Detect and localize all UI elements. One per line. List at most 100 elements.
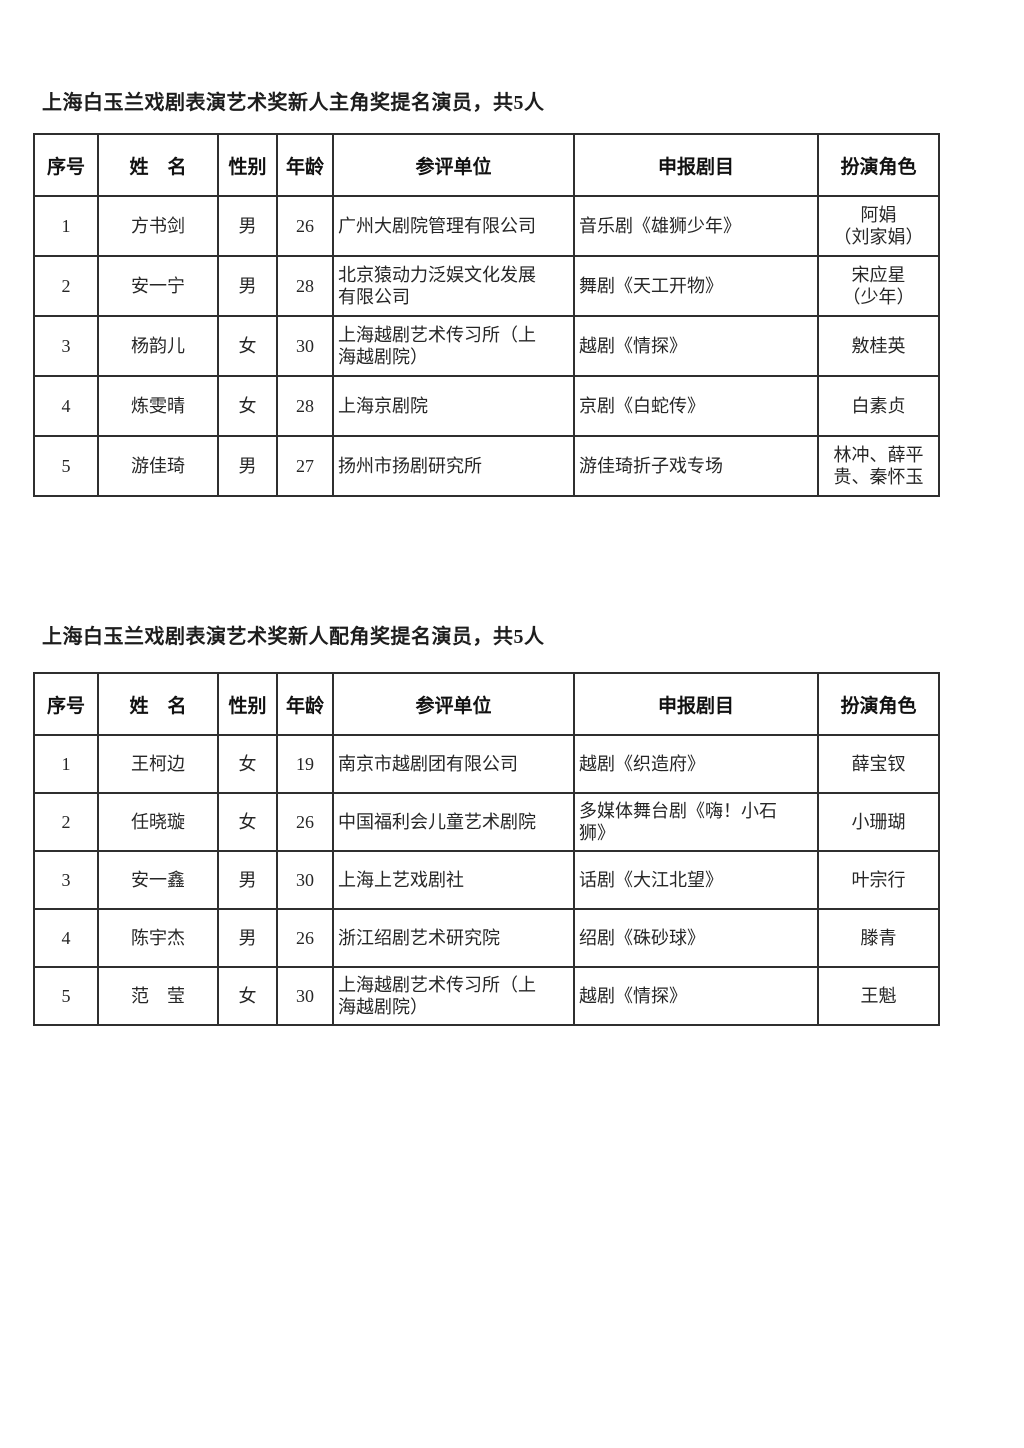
supporting-role-nominees-table: 序号 姓 名 性别 年龄 参评单位 申报剧目 扮演角色 1 王柯边 女 19 南… [33, 672, 940, 1026]
table-header-row: 序号 姓 名 性别 年龄 参评单位 申报剧目 扮演角色 [33, 672, 940, 736]
cell-role: 阿娟 （刘家娟） [817, 195, 940, 257]
table-row: 1 王柯边 女 19 南京市越剧团有限公司 越剧《织造府》 薛宝钗 [33, 734, 940, 794]
table-row: 3 安一鑫 男 30 上海上艺戏剧社 话剧《大江北望》 叶宗行 [33, 850, 940, 910]
cell-name: 任晓璇 [97, 792, 219, 852]
cell-gender: 女 [217, 792, 278, 852]
cell-name: 方书剑 [97, 195, 219, 257]
col-header-age: 年龄 [276, 133, 334, 197]
cell-unit: 北京猿动力泛娱文化发展 有限公司 [332, 255, 575, 317]
cell-name: 安一鑫 [97, 850, 219, 910]
lead-role-nominees-table: 序号 姓 名 性别 年龄 参评单位 申报剧目 扮演角色 1 方书剑 男 26 广… [33, 133, 940, 497]
cell-name: 范 莹 [97, 966, 219, 1026]
cell-gender: 女 [217, 315, 278, 377]
cell-gender: 男 [217, 195, 278, 257]
cell-play: 舞剧《天工开物》 [573, 255, 819, 317]
cell-age: 30 [276, 315, 334, 377]
cell-gender: 男 [217, 908, 278, 968]
cell-play: 游佳琦折子戏专场 [573, 435, 819, 497]
col-header-name: 姓 名 [97, 133, 219, 197]
cell-age: 27 [276, 435, 334, 497]
cell-unit: 南京市越剧团有限公司 [332, 734, 575, 794]
table-row: 5 游佳琦 男 27 扬州市扬剧研究所 游佳琦折子戏专场 林冲、薛平 贵、秦怀玉 [33, 435, 940, 497]
cell-role: 王魁 [817, 966, 940, 1026]
table-header-row: 序号 姓 名 性别 年龄 参评单位 申报剧目 扮演角色 [33, 133, 940, 197]
cell-serial: 1 [33, 734, 99, 794]
col-header-play: 申报剧目 [573, 672, 819, 736]
cell-unit: 中国福利会儿童艺术剧院 [332, 792, 575, 852]
supporting-role-table-title: 上海白玉兰戏剧表演艺术奖新人配角奖提名演员，共5人 [42, 626, 545, 648]
cell-gender: 男 [217, 255, 278, 317]
cell-unit: 广州大剧院管理有限公司 [332, 195, 575, 257]
cell-play: 音乐剧《雄狮少年》 [573, 195, 819, 257]
cell-serial: 2 [33, 255, 99, 317]
cell-gender: 女 [217, 966, 278, 1026]
cell-role: 薛宝钗 [817, 734, 940, 794]
cell-unit: 浙江绍剧艺术研究院 [332, 908, 575, 968]
table-row: 5 范 莹 女 30 上海越剧艺术传习所（上 海越剧院） 越剧《情探》 王魁 [33, 966, 940, 1026]
cell-role: 叶宗行 [817, 850, 940, 910]
col-header-serial: 序号 [33, 133, 99, 197]
cell-unit: 上海上艺戏剧社 [332, 850, 575, 910]
col-header-serial: 序号 [33, 672, 99, 736]
cell-role: 宋应星 （少年） [817, 255, 940, 317]
cell-serial: 3 [33, 315, 99, 377]
cell-unit: 上海京剧院 [332, 375, 575, 437]
cell-age: 19 [276, 734, 334, 794]
cell-serial: 2 [33, 792, 99, 852]
table-row: 1 方书剑 男 26 广州大剧院管理有限公司 音乐剧《雄狮少年》 阿娟 （刘家娟… [33, 195, 940, 257]
cell-role: 敫桂英 [817, 315, 940, 377]
table-row: 4 陈宇杰 男 26 浙江绍剧艺术研究院 绍剧《硃砂球》 滕青 [33, 908, 940, 968]
col-header-role: 扮演角色 [817, 133, 940, 197]
cell-serial: 3 [33, 850, 99, 910]
cell-age: 30 [276, 966, 334, 1026]
cell-unit: 上海越剧艺术传习所（上 海越剧院） [332, 966, 575, 1026]
cell-name: 杨韵儿 [97, 315, 219, 377]
cell-play: 越剧《情探》 [573, 966, 819, 1026]
cell-play: 京剧《白蛇传》 [573, 375, 819, 437]
col-header-unit: 参评单位 [332, 672, 575, 736]
cell-age: 26 [276, 195, 334, 257]
cell-gender: 女 [217, 375, 278, 437]
cell-serial: 5 [33, 966, 99, 1026]
cell-age: 26 [276, 908, 334, 968]
col-header-play: 申报剧目 [573, 133, 819, 197]
cell-role: 林冲、薛平 贵、秦怀玉 [817, 435, 940, 497]
cell-gender: 男 [217, 850, 278, 910]
col-header-age: 年龄 [276, 672, 334, 736]
cell-age: 28 [276, 255, 334, 317]
col-header-unit: 参评单位 [332, 133, 575, 197]
cell-role: 滕青 [817, 908, 940, 968]
table-row: 4 炼雯晴 女 28 上海京剧院 京剧《白蛇传》 白素贞 [33, 375, 940, 437]
cell-serial: 1 [33, 195, 99, 257]
cell-age: 28 [276, 375, 334, 437]
table-row: 3 杨韵儿 女 30 上海越剧艺术传习所（上 海越剧院） 越剧《情探》 敫桂英 [33, 315, 940, 377]
cell-play: 话剧《大江北望》 [573, 850, 819, 910]
cell-role: 小珊瑚 [817, 792, 940, 852]
cell-gender: 男 [217, 435, 278, 497]
col-header-name: 姓 名 [97, 672, 219, 736]
col-header-role: 扮演角色 [817, 672, 940, 736]
cell-play: 绍剧《硃砂球》 [573, 908, 819, 968]
cell-name: 安一宁 [97, 255, 219, 317]
cell-name: 陈宇杰 [97, 908, 219, 968]
cell-play: 多媒体舞台剧《嗨！小石 狮》 [573, 792, 819, 852]
cell-unit: 上海越剧艺术传习所（上 海越剧院） [332, 315, 575, 377]
cell-name: 炼雯晴 [97, 375, 219, 437]
cell-name: 王柯边 [97, 734, 219, 794]
cell-play: 越剧《情探》 [573, 315, 819, 377]
col-header-gender: 性别 [217, 133, 278, 197]
cell-gender: 女 [217, 734, 278, 794]
table-row: 2 任晓璇 女 26 中国福利会儿童艺术剧院 多媒体舞台剧《嗨！小石 狮》 小珊… [33, 792, 940, 852]
cell-play: 越剧《织造府》 [573, 734, 819, 794]
cell-role: 白素贞 [817, 375, 940, 437]
cell-serial: 4 [33, 375, 99, 437]
cell-unit: 扬州市扬剧研究所 [332, 435, 575, 497]
col-header-gender: 性别 [217, 672, 278, 736]
table-row: 2 安一宁 男 28 北京猿动力泛娱文化发展 有限公司 舞剧《天工开物》 宋应星… [33, 255, 940, 317]
cell-age: 30 [276, 850, 334, 910]
cell-serial: 4 [33, 908, 99, 968]
lead-role-table-title: 上海白玉兰戏剧表演艺术奖新人主角奖提名演员，共5人 [42, 92, 545, 114]
cell-serial: 5 [33, 435, 99, 497]
cell-name: 游佳琦 [97, 435, 219, 497]
